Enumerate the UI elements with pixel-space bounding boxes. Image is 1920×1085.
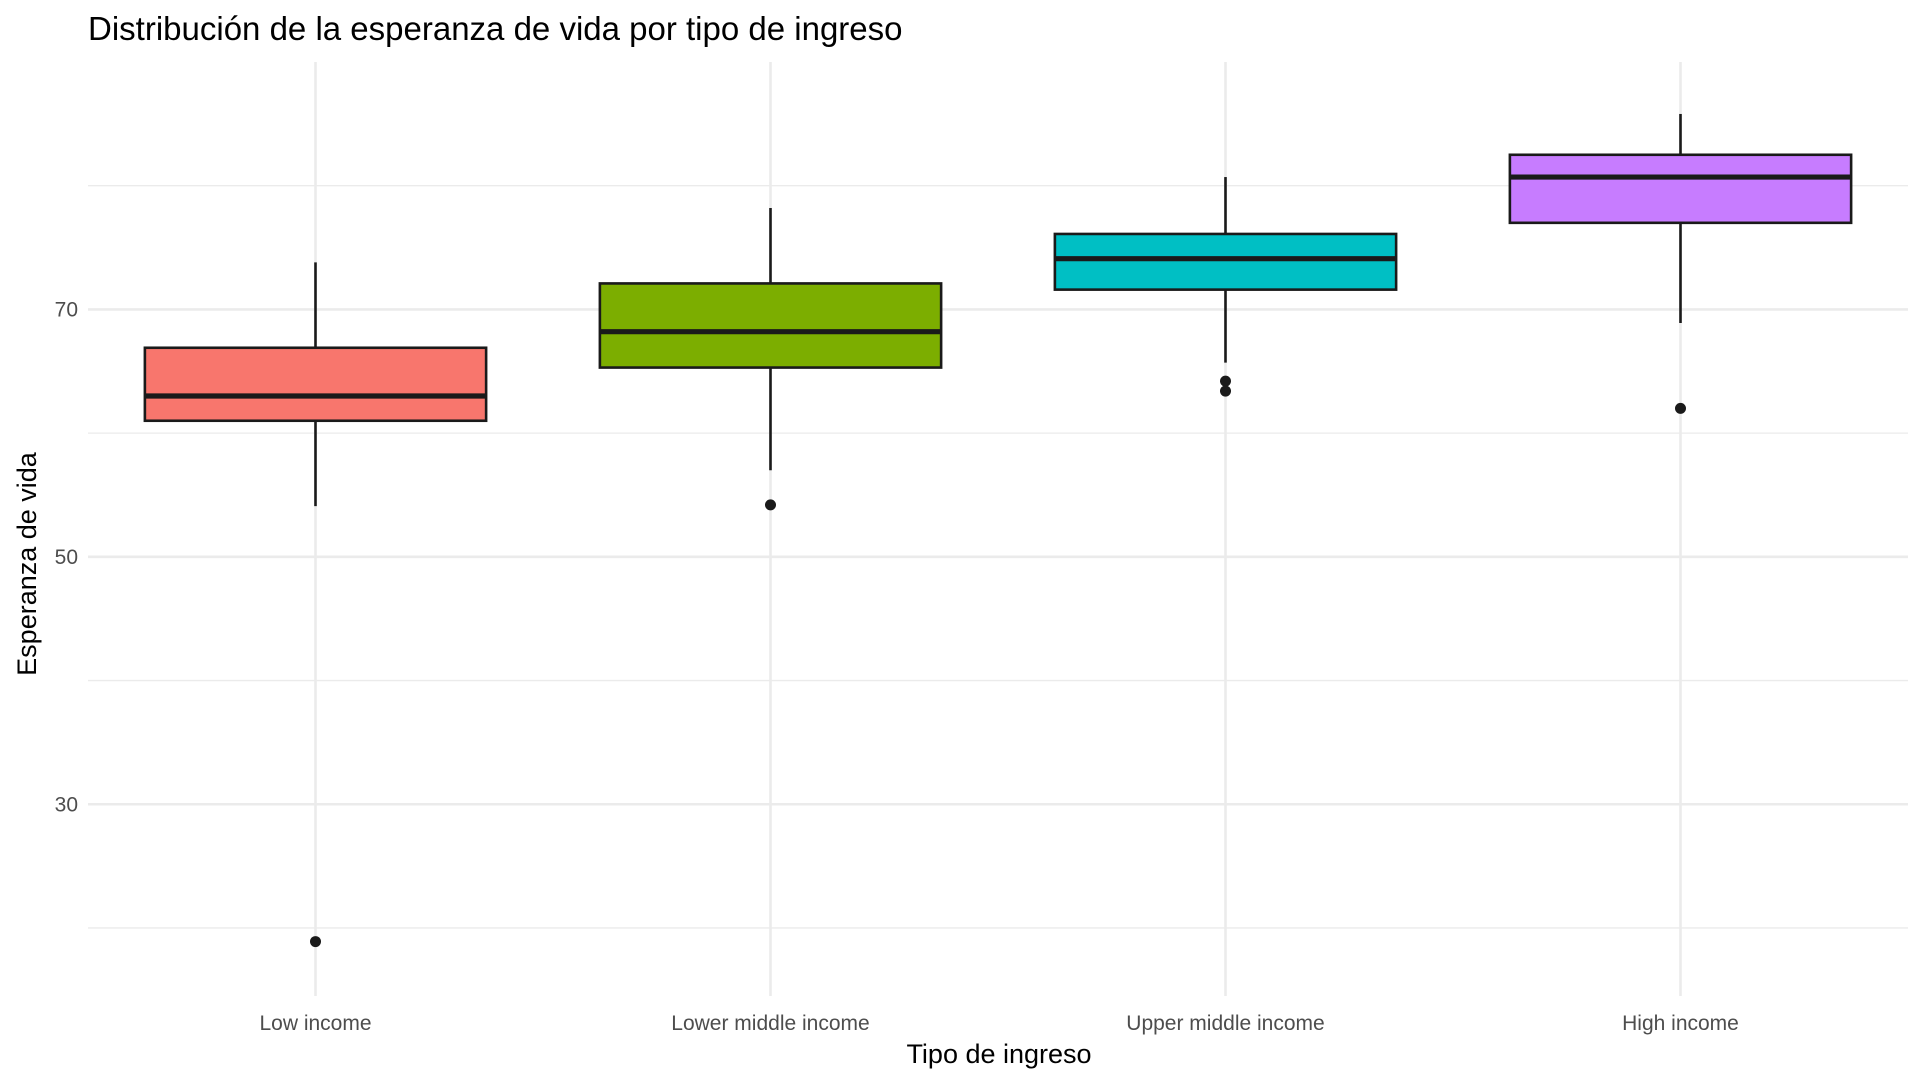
box-group	[1053, 177, 1398, 397]
x-axis-title: Tipo de ingreso	[906, 1039, 1091, 1069]
box-body	[1508, 153, 1853, 225]
outlier-point	[1675, 402, 1686, 414]
x-tick-label: Upper middle income	[1126, 1012, 1324, 1035]
y-tick-label: 30	[55, 793, 78, 816]
x-tick-label: Lower middle income	[671, 1012, 869, 1035]
chart-title: Distribución de la esperanza de vida por…	[88, 10, 903, 47]
box-body	[143, 346, 488, 423]
box-body	[1053, 232, 1398, 291]
outlier-point	[1220, 385, 1231, 397]
axis-ticks: 30 50 70 Low income Lower middle income Upper…	[55, 298, 1739, 1035]
y-tick-label: 50	[55, 546, 78, 569]
x-tick-label: Low income	[259, 1012, 371, 1035]
box-group	[598, 207, 943, 511]
y-tick-label: 70	[55, 298, 78, 321]
y-axis-title: Esperanza de vida	[12, 451, 42, 676]
x-tick-label: High income	[1622, 1012, 1739, 1035]
box-group	[1508, 113, 1853, 414]
box-body	[598, 282, 943, 369]
outlier-point	[310, 936, 321, 948]
outlier-point	[1220, 375, 1231, 387]
boxes	[143, 113, 1853, 948]
outlier-point	[765, 499, 776, 511]
box-group	[143, 262, 488, 948]
